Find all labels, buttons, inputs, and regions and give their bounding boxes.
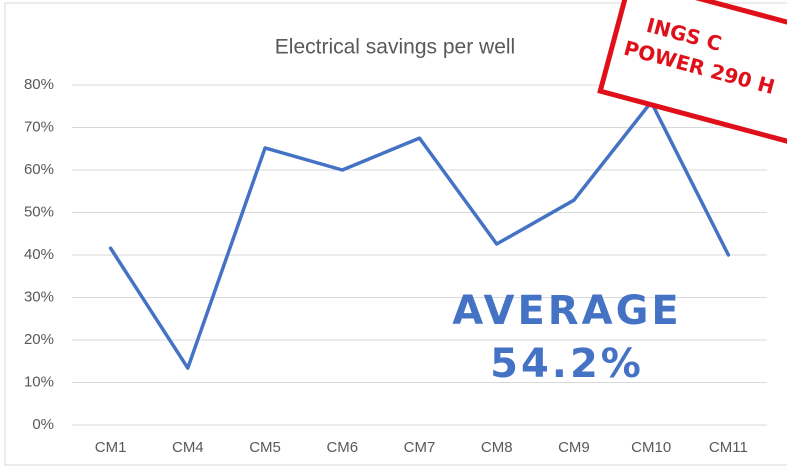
x-tick-label: CM1: [95, 439, 127, 456]
stamp: INGS C POWER 290 H: [597, 0, 787, 154]
chart-title: Electrical savings per well: [275, 36, 515, 59]
x-tick-label: CM5: [249, 439, 281, 456]
y-tick-label: 40%: [24, 246, 54, 263]
annotation: 54.2%: [490, 341, 644, 387]
y-tick-label: 60%: [24, 161, 54, 178]
x-tick-label: CM11: [709, 439, 748, 456]
x-tick-label: CM6: [326, 439, 358, 456]
y-tick-label: 30%: [24, 288, 54, 305]
y-tick-label: 70%: [24, 118, 54, 135]
data-line: [108, 100, 731, 370]
y-tick-label: 20%: [24, 331, 54, 348]
y-tick-label: 80%: [24, 76, 54, 93]
y-tick-label: 0%: [32, 416, 54, 433]
x-tick-label: CM9: [558, 439, 590, 456]
x-tick-label: CM8: [481, 439, 513, 456]
stamp-box: [597, 0, 787, 154]
annotation: AVERAGE: [452, 288, 681, 334]
x-tick-label: CM4: [172, 439, 204, 456]
y-tick-label: 50%: [24, 203, 54, 220]
x-tick-label: CM7: [404, 439, 436, 456]
y-tick-label: 10%: [24, 373, 54, 390]
plot-area: 0% 10% 20% 30% 40% 50% 60% 70% 80% CM1 CM4 CM5 CM6 CM…: [24, 76, 767, 456]
x-tick-label: CM10: [631, 439, 671, 456]
